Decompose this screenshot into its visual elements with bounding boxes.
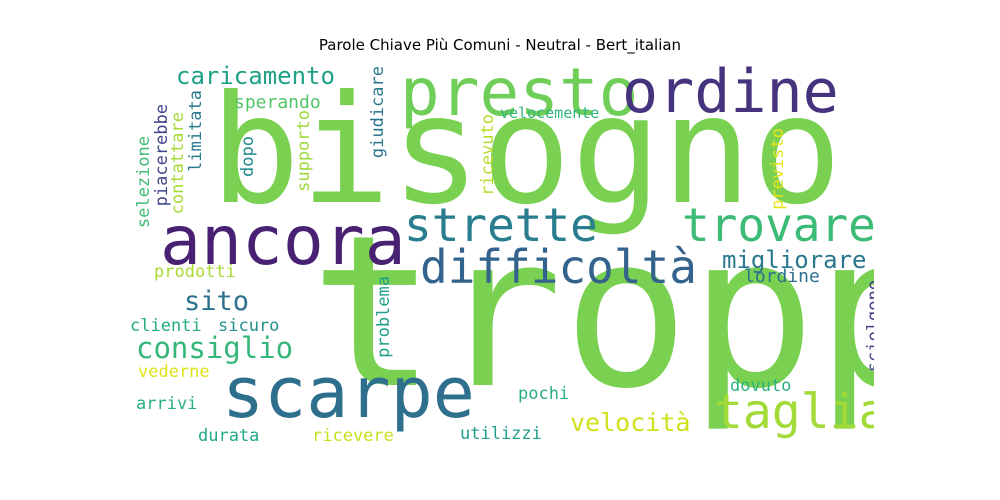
word-prodotti: prodotti bbox=[154, 262, 236, 282]
word-dovuto: dovuto bbox=[730, 376, 792, 396]
word-supporto: supporto bbox=[294, 110, 314, 192]
word-migliorare: migliorare bbox=[722, 246, 867, 274]
word-sito: sito bbox=[184, 286, 250, 317]
word-pochi: pochi bbox=[518, 384, 570, 404]
word-velocemente: velocemente bbox=[500, 104, 600, 122]
word-taglia: taglia bbox=[714, 384, 874, 440]
word-trovare: trovare bbox=[682, 198, 874, 252]
word-dopo: dopo bbox=[238, 136, 258, 177]
word-troppo: troppo bbox=[310, 190, 874, 435]
word-consiglio: consiglio bbox=[136, 331, 294, 365]
word-sperando: sperando bbox=[234, 92, 321, 113]
word-arrivi: arrivi bbox=[136, 394, 198, 414]
word-scarpe: scarpe bbox=[222, 352, 475, 434]
word-limitata: limitata bbox=[186, 90, 206, 172]
word-lordine: lordine bbox=[744, 266, 820, 287]
word-ordine: ordine bbox=[622, 58, 839, 127]
word-selezione: selezione bbox=[134, 136, 154, 229]
word-contattare: contattare bbox=[168, 112, 188, 215]
word-presto: presto bbox=[400, 58, 639, 131]
word-giudicare: giudicare bbox=[368, 66, 388, 159]
word-sciolgono: sciolgono bbox=[864, 280, 874, 373]
word-bisogno: bisogno bbox=[210, 64, 843, 238]
word-caricamento: caricamento bbox=[176, 62, 335, 90]
chart-title: Parole Chiave Più Comuni - Neutral - Ber… bbox=[318, 36, 682, 54]
word-ricevere: ricevere bbox=[312, 426, 394, 443]
word-clienti: clienti bbox=[130, 316, 202, 336]
word-vederne: vederne bbox=[138, 362, 210, 382]
word-strette: strette bbox=[404, 198, 598, 252]
word-utilizzi: utilizzi bbox=[460, 424, 542, 443]
word-durata: durata bbox=[198, 426, 260, 443]
word-velocita: velocità bbox=[570, 408, 691, 437]
word-problema: problema bbox=[374, 276, 394, 358]
word-ricevuto: ricevuto bbox=[478, 114, 498, 196]
word-previsto: previsto bbox=[768, 128, 788, 210]
word-difficolta: difficoltà bbox=[420, 240, 697, 294]
word-ancora: ancora bbox=[160, 202, 406, 281]
word-cloud: troppo bisogno ancora scarpe presto ordi… bbox=[126, 58, 874, 442]
word-sicuro: sicuro bbox=[218, 316, 280, 336]
